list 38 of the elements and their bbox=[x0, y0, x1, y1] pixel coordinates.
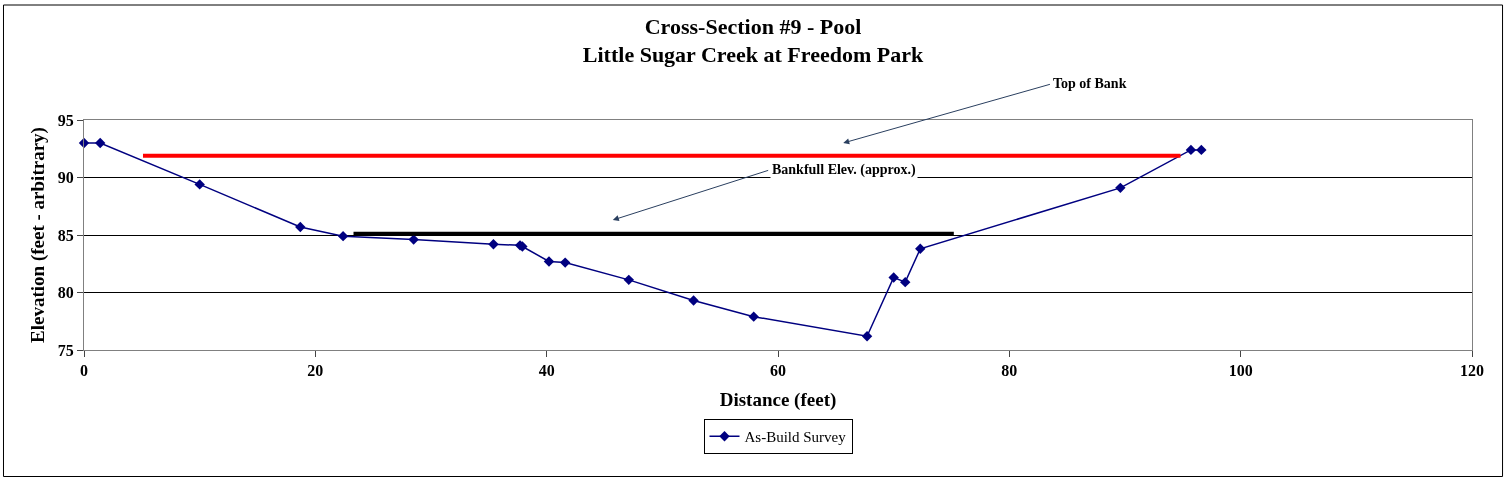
y-tick-label: 85 bbox=[57, 226, 74, 244]
point bbox=[748, 311, 759, 322]
chart-subtitle: Little Sugar Creek at Freedom Park bbox=[582, 42, 924, 68]
point bbox=[1115, 182, 1126, 194]
point bbox=[408, 234, 419, 245]
y-axis-title: Elevation (feet - arbitrary) bbox=[26, 127, 49, 343]
x-tick-label: 120 bbox=[1460, 362, 1484, 380]
x-axis-title: Distance (feet) bbox=[719, 389, 837, 411]
y-tick-label: 95 bbox=[57, 111, 74, 129]
point bbox=[488, 239, 499, 250]
y-tick-label: 75 bbox=[57, 341, 74, 359]
point bbox=[194, 179, 205, 190]
chart-title: Cross-Section #9 - Pool bbox=[644, 13, 862, 39]
point bbox=[78, 137, 90, 149]
y-tick-label: 80 bbox=[57, 284, 74, 302]
point bbox=[888, 272, 899, 283]
x-tick-label: 20 bbox=[307, 362, 324, 380]
x-tick-label: 40 bbox=[538, 362, 555, 380]
point bbox=[861, 331, 873, 342]
point bbox=[1185, 144, 1197, 156]
point bbox=[688, 295, 699, 306]
legend-label: As-Build Survey bbox=[744, 429, 847, 446]
point bbox=[915, 243, 926, 254]
x-tick-label: 0 bbox=[80, 362, 88, 380]
x-tick-label: 100 bbox=[1228, 362, 1253, 380]
point bbox=[559, 257, 571, 268]
x-tick-label: 60 bbox=[770, 362, 786, 380]
point bbox=[900, 276, 911, 288]
point bbox=[94, 137, 106, 149]
y-tick-label: 90 bbox=[57, 169, 74, 187]
point bbox=[1196, 144, 1207, 156]
point bbox=[295, 221, 306, 233]
text: Top of Bank bbox=[1053, 76, 1127, 91]
point bbox=[543, 256, 555, 267]
point bbox=[337, 230, 349, 242]
annotation: Bankfull Elev. (approx.) bbox=[772, 162, 916, 178]
point bbox=[623, 274, 634, 286]
x-tick-label: 80 bbox=[1001, 362, 1018, 380]
